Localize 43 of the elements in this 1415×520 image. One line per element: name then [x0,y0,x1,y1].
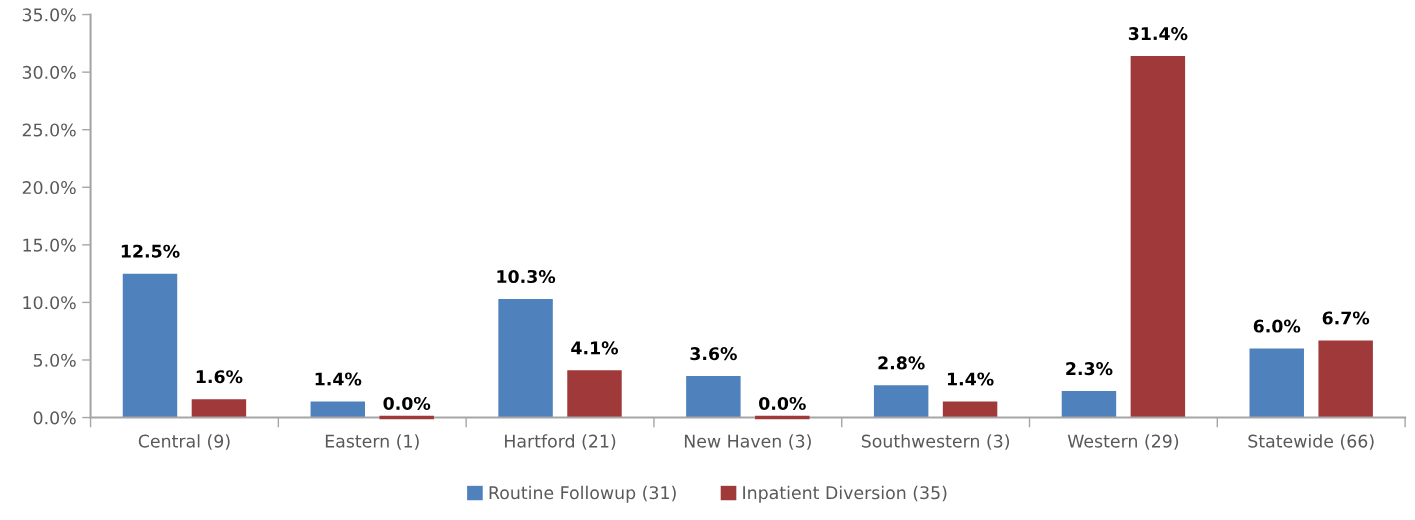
bar [873,385,929,418]
data-label: 12.5% [121,244,180,258]
bar [498,298,553,418]
data-label: 4.1% [571,341,619,355]
bar [1130,56,1186,418]
y-tick-label: 0.0% [33,411,76,425]
data-label: 1.4% [947,372,994,386]
data-label: 3.6% [690,347,737,361]
bar [567,370,622,418]
y-tick-label: 20.0% [22,180,76,195]
x-tick-label: Western (29) [1067,434,1179,450]
data-label: 1.4% [315,372,362,386]
y-tick-label: 10.0% [23,296,76,310]
data-label: 6.0% [1253,319,1301,333]
data-label: 0.0% [759,396,806,411]
x-tick-label: Hartford (21) [505,434,616,450]
x-tick-label: New Haven (3) [684,434,811,450]
data-label: 1.6% [196,370,243,384]
y-tick-label: 35.0% [22,8,76,22]
y-tick-label: 5.0% [33,353,76,367]
bar [122,273,178,418]
bar [942,401,998,418]
legend-label: Inpatient Diversion (35) [743,485,947,503]
bar [686,376,741,418]
bar [310,401,366,418]
y-tick-label: 30.0% [22,65,76,79]
bar [1061,391,1117,418]
bar [1249,348,1304,418]
y-tick-label: 25.0% [22,123,76,137]
data-label: 31.4% [1128,27,1188,41]
x-tick-label: Central (9) [138,434,230,450]
data-label: 6.7% [1322,311,1370,325]
x-tick-label: Eastern (1) [325,434,419,450]
data-label: 2.8% [878,356,925,370]
data-label: 10.3% [497,269,556,284]
y-tick-label: 15.0% [23,238,76,252]
bar [1318,340,1373,418]
x-tick-label: Statewide (66) [1248,434,1374,450]
data-label: 2.3% [1066,362,1113,376]
data-label: 0.0% [383,396,431,411]
bar [191,399,247,418]
legend-label: Routine Followup (31) [489,485,676,503]
x-tick-label: Southwestern (3) [861,434,1010,450]
